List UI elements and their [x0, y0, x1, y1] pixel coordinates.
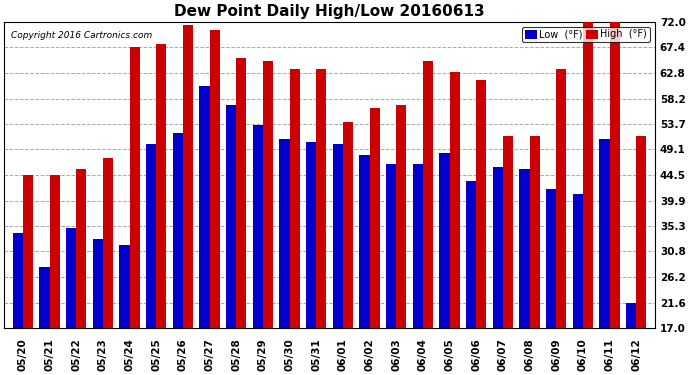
Bar [636, 136, 647, 328]
Bar [66, 228, 76, 328]
Bar [130, 47, 139, 328]
Bar [600, 139, 610, 328]
Bar [626, 303, 636, 328]
Bar [556, 69, 566, 328]
Bar [413, 164, 423, 328]
Bar [226, 105, 236, 328]
Bar [119, 244, 130, 328]
Bar [39, 267, 50, 328]
Bar [263, 61, 273, 328]
Bar [530, 136, 540, 328]
Title: Dew Point Daily High/Low 20160613: Dew Point Daily High/Low 20160613 [175, 4, 485, 19]
Bar [23, 175, 33, 328]
Bar [253, 125, 263, 328]
Bar [236, 58, 246, 328]
Bar [50, 175, 59, 328]
Bar [610, 22, 620, 328]
Bar [520, 170, 530, 328]
Bar [493, 166, 503, 328]
Bar [103, 158, 113, 328]
Bar [423, 61, 433, 328]
Bar [546, 189, 556, 328]
Bar [476, 80, 486, 328]
Text: Copyright 2016 Cartronics.com: Copyright 2016 Cartronics.com [10, 31, 152, 40]
Bar [359, 156, 370, 328]
Bar [306, 141, 316, 328]
Bar [583, 22, 593, 328]
Bar [183, 24, 193, 328]
Bar [396, 105, 406, 328]
Bar [333, 144, 343, 328]
Bar [386, 164, 396, 328]
Bar [343, 122, 353, 328]
Bar [12, 234, 23, 328]
Bar [199, 86, 210, 328]
Bar [290, 69, 299, 328]
Bar [172, 133, 183, 328]
Bar [146, 144, 156, 328]
Bar [92, 239, 103, 328]
Bar [573, 195, 583, 328]
Bar [76, 170, 86, 328]
Bar [503, 136, 513, 328]
Bar [279, 139, 290, 328]
Bar [156, 44, 166, 328]
Bar [440, 153, 450, 328]
Bar [466, 180, 476, 328]
Bar [316, 69, 326, 328]
Legend: Low  (°F), High  (°F): Low (°F), High (°F) [522, 27, 650, 42]
Bar [370, 108, 380, 328]
Bar [210, 30, 219, 328]
Bar [450, 72, 460, 328]
